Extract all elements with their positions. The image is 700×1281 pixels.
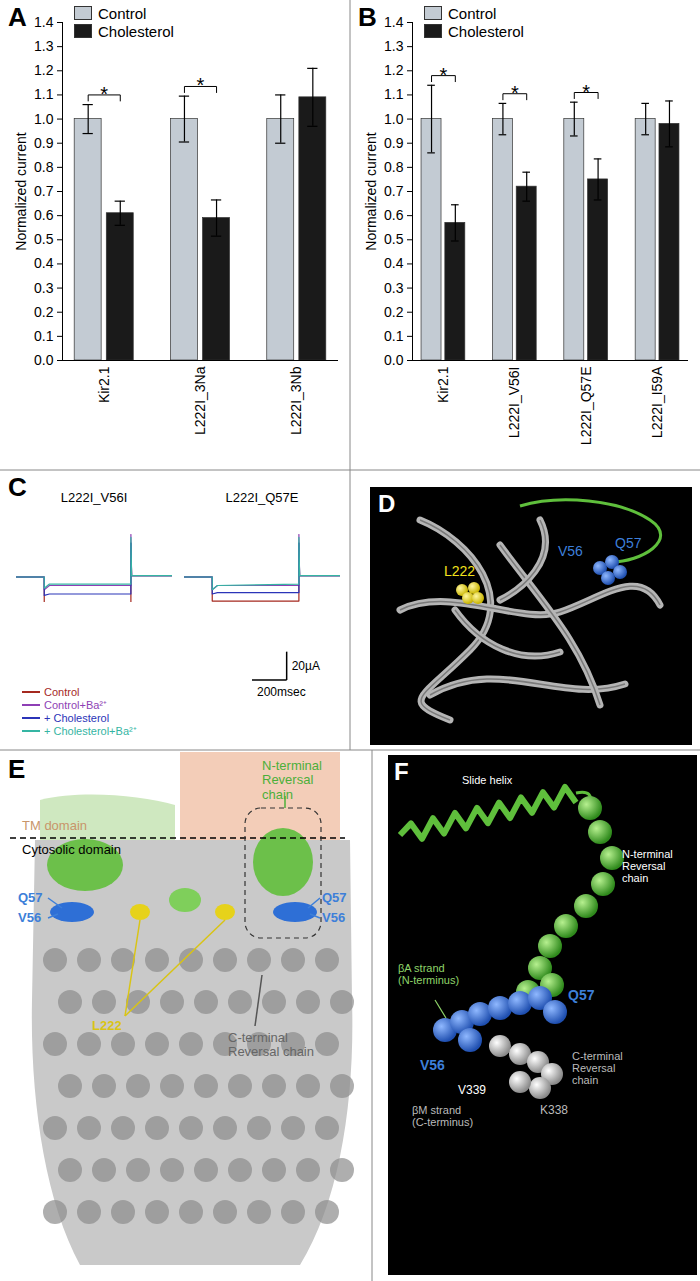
html-text:B: B (358, 2, 377, 32)
svg-text:L222: L222 (92, 1018, 122, 1033)
svg-text:V56: V56 (558, 543, 583, 559)
svg-text:βA strand(N-terminus): βA strand(N-terminus) (398, 962, 459, 986)
svg-text:C-terminalReversal chain: C-terminalReversal chain (228, 1030, 314, 1059)
svg-text:K338: K338 (540, 1103, 568, 1117)
svg-text:0.8: 0.8 (384, 159, 404, 175)
svg-text:0.1: 0.1 (384, 328, 404, 344)
svg-text:*: * (100, 83, 108, 105)
svg-text:βM strand(C-terminus): βM strand(C-terminus) (412, 1104, 473, 1128)
svg-text:L222I_3Na: L222I_3Na (192, 366, 208, 435)
svg-text:D: D (378, 490, 395, 517)
svg-text:0.9: 0.9 (34, 135, 54, 151)
svg-text:200msec: 200msec (257, 685, 306, 699)
svg-text:0.9: 0.9 (384, 135, 404, 151)
svg-text:Q57: Q57 (322, 890, 347, 905)
svg-text:0.6: 0.6 (384, 207, 404, 223)
svg-text:V56: V56 (420, 1057, 445, 1073)
svg-text:+ Cholesterol+Ba²⁺: + Cholesterol+Ba²⁺ (44, 725, 137, 737)
svg-text:0.1: 0.1 (34, 328, 54, 344)
svg-text:+ Cholesterol: + Cholesterol (44, 712, 109, 724)
svg-text:0.4: 0.4 (384, 255, 404, 271)
svg-text:1.1: 1.1 (384, 86, 404, 102)
svg-text:0.7: 0.7 (384, 183, 404, 199)
svg-text:Q57: Q57 (568, 987, 595, 1003)
svg-text:1.3: 1.3 (384, 38, 404, 54)
svg-text:TM domain: TM domain (22, 818, 87, 833)
svg-text:C: C (8, 472, 27, 502)
svg-text:0.8: 0.8 (34, 159, 54, 175)
svg-text:L222I_I59A: L222I_I59A (649, 366, 665, 438)
svg-text:Kir2.1: Kir2.1 (96, 366, 112, 403)
svg-text:Kir2.1: Kir2.1 (435, 366, 451, 403)
svg-text:V56: V56 (322, 910, 345, 925)
svg-text:1.2: 1.2 (34, 62, 54, 78)
svg-text:Q57: Q57 (615, 535, 642, 551)
html-text:A: A (8, 2, 27, 32)
svg-text:Normalized current: Normalized current (363, 132, 379, 250)
html-text:Control: Control (448, 4, 497, 22)
svg-text:1.4: 1.4 (34, 14, 54, 30)
svg-text:Normalized current: Normalized current (13, 132, 29, 250)
svg-text:L222I_Q57E: L222I_Q57E (225, 490, 298, 505)
svg-text:Cytosolic domain: Cytosolic domain (22, 842, 121, 857)
svg-text:0.3: 0.3 (34, 280, 54, 296)
svg-text:1.3: 1.3 (34, 38, 54, 54)
svg-text:0.7: 0.7 (34, 183, 54, 199)
svg-text:0.4: 0.4 (34, 255, 54, 271)
svg-text:Q57: Q57 (18, 890, 43, 905)
svg-text:1.1: 1.1 (34, 86, 54, 102)
svg-text:0.5: 0.5 (34, 231, 54, 247)
svg-text:N-terminalReversalchain: N-terminalReversalchain (622, 848, 673, 884)
svg-text:L222I_V56I: L222I_V56I (506, 367, 522, 439)
svg-text:0.5: 0.5 (384, 231, 404, 247)
svg-text:L222I_Q57E: L222I_Q57E (578, 367, 594, 446)
html-text:Cholesterol: Cholesterol (98, 22, 174, 40)
svg-text:0.6: 0.6 (34, 207, 54, 223)
svg-text:*: * (440, 64, 448, 86)
svg-text:1.2: 1.2 (384, 62, 404, 78)
svg-text:1.4: 1.4 (384, 14, 404, 30)
html-text:Control: Control (98, 4, 147, 22)
svg-text:0.0: 0.0 (384, 352, 404, 368)
svg-text:V56: V56 (18, 910, 41, 925)
svg-text:L222: L222 (444, 563, 475, 579)
svg-text:1.0: 1.0 (384, 111, 404, 127)
svg-text:E: E (8, 754, 25, 784)
svg-text:Slide helix: Slide helix (462, 774, 513, 786)
svg-text:1.0: 1.0 (34, 111, 54, 127)
svg-text:L222I_3Nb: L222I_3Nb (288, 366, 304, 435)
svg-text:F: F (394, 758, 409, 785)
svg-text:N-terminalReversalchain: N-terminalReversalchain (262, 758, 322, 802)
svg-text:0.0: 0.0 (34, 352, 54, 368)
svg-text:L222I_V56I: L222I_V56I (61, 490, 128, 505)
svg-text:0.2: 0.2 (34, 304, 54, 320)
svg-text:V339: V339 (458, 1083, 486, 1097)
svg-text:*: * (511, 82, 519, 104)
svg-text:*: * (197, 74, 205, 96)
html-text:Cholesterol: Cholesterol (448, 22, 524, 40)
svg-text:Control+Ba²⁺: Control+Ba²⁺ (44, 699, 107, 711)
svg-text:20µA: 20µA (292, 659, 320, 673)
svg-text:C-terminalReversalchain: C-terminalReversalchain (572, 1050, 623, 1086)
svg-text:*: * (582, 81, 590, 103)
svg-text:0.2: 0.2 (384, 304, 404, 320)
svg-text:Control: Control (44, 686, 79, 698)
svg-text:0.3: 0.3 (384, 280, 404, 296)
